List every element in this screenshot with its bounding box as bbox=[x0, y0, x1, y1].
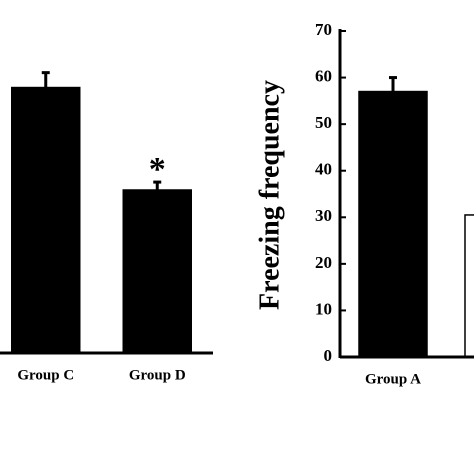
bar bbox=[358, 90, 428, 358]
y-tick-label: 40 bbox=[315, 160, 332, 179]
y-tick-label: 20 bbox=[315, 253, 332, 272]
y-tick-label: 0 bbox=[324, 346, 333, 365]
x-tick-label: Group C bbox=[17, 367, 74, 383]
y-tick-label: 70 bbox=[315, 20, 332, 39]
y-tick-label: 50 bbox=[315, 113, 332, 132]
bar bbox=[11, 86, 81, 354]
annotation: * bbox=[149, 151, 166, 188]
y-axis-label: Freezing frequency bbox=[254, 80, 285, 310]
x-tick-label: Group D bbox=[129, 367, 186, 383]
y-tick-label: 60 bbox=[315, 66, 332, 85]
bar bbox=[122, 189, 192, 354]
x-tick-label: Group A bbox=[365, 371, 421, 387]
y-tick-label: 10 bbox=[315, 299, 332, 318]
y-tick-label: 30 bbox=[315, 206, 332, 225]
bar bbox=[464, 214, 474, 358]
